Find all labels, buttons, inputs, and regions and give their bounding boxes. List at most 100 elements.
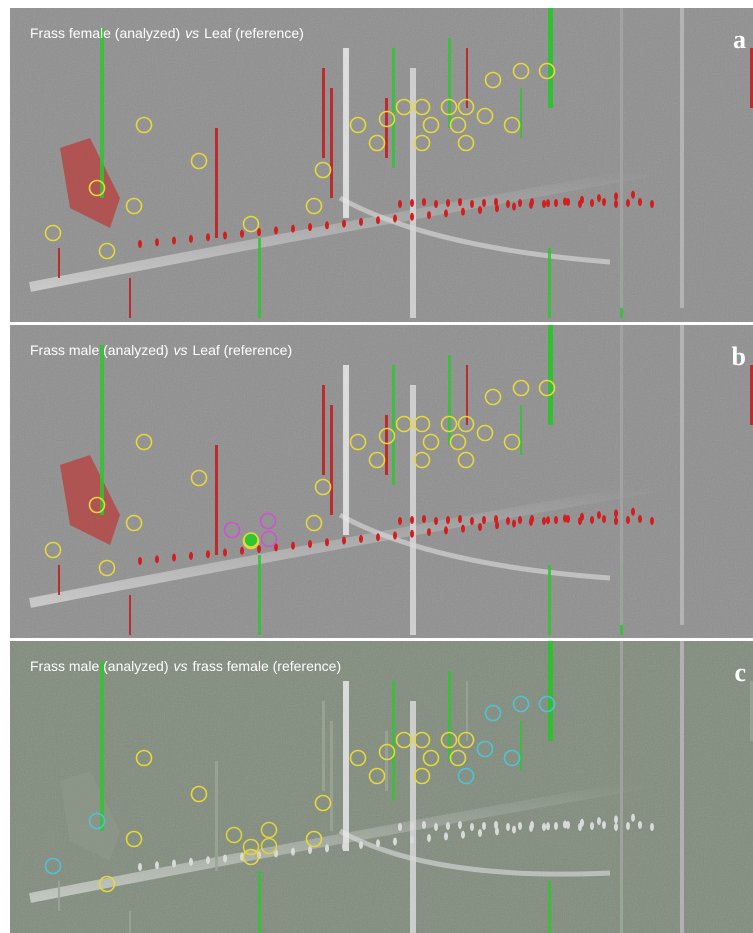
peak-spot xyxy=(554,822,558,830)
panels: Frass female (analyzed) vs Leaf (reference… xyxy=(10,8,753,933)
peak-spot xyxy=(597,194,601,202)
peak-spot xyxy=(512,826,516,834)
peak-spot xyxy=(530,515,534,523)
chromatogram-streak xyxy=(620,641,623,933)
peak-spot xyxy=(155,238,159,246)
panel-title-start: Frass male (analyzed) xyxy=(30,658,169,674)
peak-spot xyxy=(631,814,635,822)
chromatogram-streak xyxy=(322,68,325,158)
marker-circle xyxy=(244,533,258,547)
panel-title-start: Frass female (analyzed) xyxy=(30,25,180,41)
peak-spot xyxy=(650,200,654,208)
peak-spot xyxy=(308,540,312,548)
peak-spot xyxy=(590,199,594,207)
panel-title-end: Leaf (reference) xyxy=(204,25,304,41)
peak-spot xyxy=(597,511,601,519)
panel-letter: c xyxy=(734,658,746,687)
chromatogram-streak xyxy=(680,641,684,933)
peak-spot xyxy=(578,200,582,208)
chromatogram-streak xyxy=(520,405,522,455)
panel-title-end: frass female (reference) xyxy=(193,658,342,674)
peak-spot xyxy=(478,523,482,531)
page: GCxGC comparison figure html, body { mar… xyxy=(0,0,753,933)
peak-spot xyxy=(172,860,176,868)
peak-spot xyxy=(308,846,312,854)
peak-spot xyxy=(359,841,363,849)
peak-spot xyxy=(427,211,431,219)
chromatogram-streak xyxy=(392,365,395,485)
panel-letter: b xyxy=(732,342,746,371)
peak-spot xyxy=(602,821,606,829)
peak-spot xyxy=(444,526,448,534)
chromatogram-streak xyxy=(548,8,553,108)
peak-spot xyxy=(566,198,570,206)
peak-spot xyxy=(427,528,431,536)
peak-spot xyxy=(172,554,176,562)
peak-spot xyxy=(189,235,193,243)
panel-title-connector: vs xyxy=(185,25,199,41)
peak-spot xyxy=(597,817,601,825)
chromatogram-streak xyxy=(215,128,218,238)
chromatogram-streak xyxy=(385,98,388,158)
peak-spot xyxy=(554,199,558,207)
peak-spot xyxy=(422,515,426,523)
peak-spot xyxy=(393,215,397,223)
peak-spot xyxy=(614,509,618,517)
peak-spot xyxy=(458,821,462,829)
chromatogram-streak xyxy=(620,325,623,625)
panel-texture xyxy=(10,8,753,322)
peak-spot xyxy=(422,821,426,829)
chromatogram-streak xyxy=(548,881,551,933)
peak-spot xyxy=(542,517,546,525)
chromatogram-streak xyxy=(385,731,388,791)
chromatogram-streak xyxy=(620,8,623,308)
peak-spot xyxy=(478,829,482,837)
panel-letter: a xyxy=(733,25,746,54)
panel: Frass male (analyzed)vsfrass female (ref… xyxy=(10,641,753,933)
peak-spot xyxy=(308,223,312,231)
peak-spot xyxy=(446,822,450,830)
peak-spot xyxy=(590,516,594,524)
peak-spot xyxy=(206,856,210,864)
peak-spot xyxy=(506,200,510,208)
peak-spot xyxy=(470,200,474,208)
peak-spot xyxy=(138,240,142,248)
chromatogram-streak xyxy=(100,28,104,198)
peak-spot xyxy=(554,516,558,524)
panel-title-end: Leaf (reference) xyxy=(193,342,293,358)
chromatogram-streak xyxy=(548,641,553,741)
peak-spot xyxy=(138,557,142,565)
peak-spot xyxy=(223,855,227,863)
chromatogram-streak xyxy=(520,88,522,138)
chromatogram-streak xyxy=(548,325,553,425)
chromatogram-streak xyxy=(100,661,104,831)
peak-spot xyxy=(530,198,534,206)
peak-spot xyxy=(410,516,414,524)
peak-spot xyxy=(189,552,193,560)
peak-spot xyxy=(566,515,570,523)
peak-spot xyxy=(546,199,550,207)
peak-spot xyxy=(446,516,450,524)
peak-spot xyxy=(482,516,486,524)
peak-spot xyxy=(638,198,642,206)
peak-spot xyxy=(444,209,448,217)
chromatogram-streak xyxy=(129,278,131,318)
peak-spot xyxy=(518,822,522,830)
peak-spot xyxy=(638,821,642,829)
chromatogram-streak xyxy=(343,681,349,851)
peak-spot xyxy=(506,823,510,831)
body: {"figure": {"panels": [ {"letter": "a", … xyxy=(0,0,753,933)
peak-spot xyxy=(626,822,630,830)
peak-spot xyxy=(376,216,380,224)
peak-spot xyxy=(650,823,654,831)
peak-spot xyxy=(427,834,431,842)
peak-spot xyxy=(614,517,618,525)
peak-spot xyxy=(546,516,550,524)
peak-spot xyxy=(631,508,635,516)
peak-spot xyxy=(478,206,482,214)
panel-title-start: Frass male (analyzed) xyxy=(30,342,169,358)
panel: Frass female (analyzed) vs Leaf (reference… xyxy=(10,8,753,322)
chromatogram-streak xyxy=(330,405,333,515)
peak-spot xyxy=(393,532,397,540)
